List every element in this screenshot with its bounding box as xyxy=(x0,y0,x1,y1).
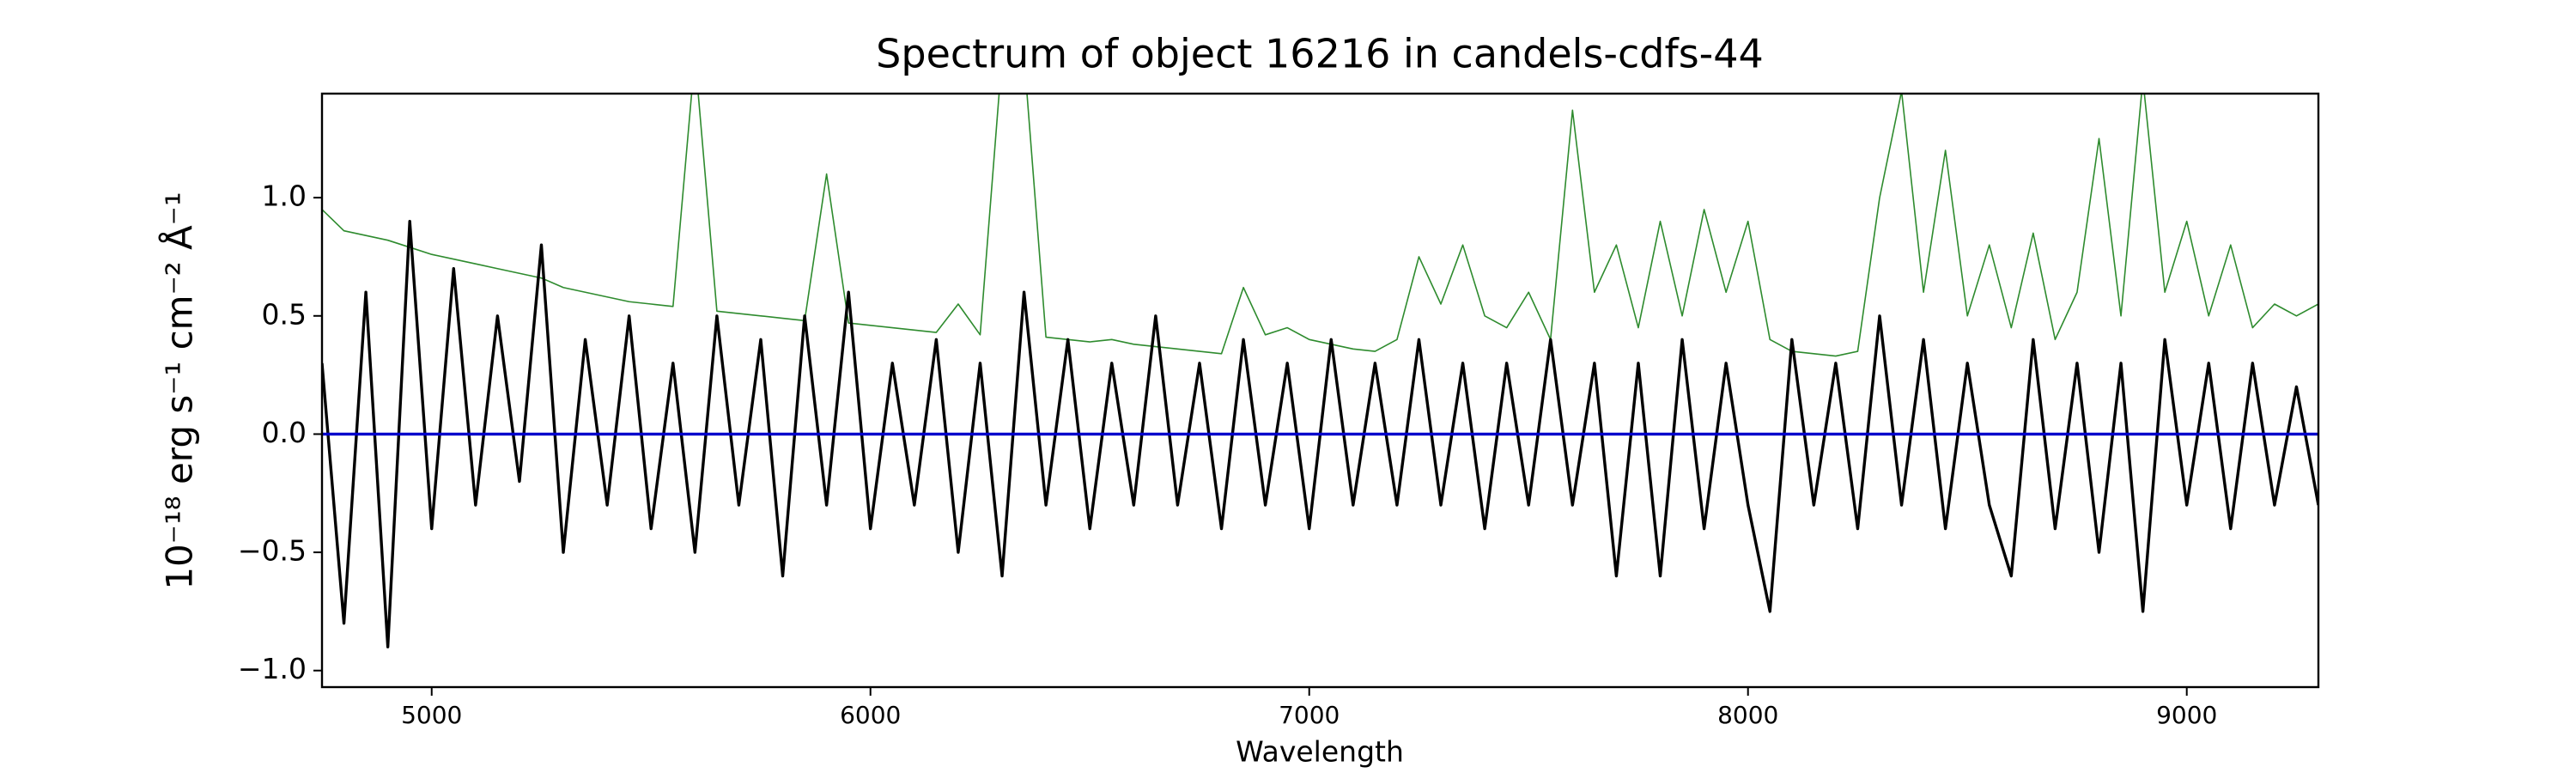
chart-title: Spectrum of object 16216 in candels-cdfs… xyxy=(876,31,1764,77)
x-axis-label: Wavelength xyxy=(1236,735,1404,769)
axes-frame xyxy=(320,92,2320,689)
spectrum-line xyxy=(322,94,2318,357)
x-tick-label: 7000 xyxy=(1279,701,1340,729)
y-tick-label: −1.0 xyxy=(238,652,307,685)
y-tick-label: 1.0 xyxy=(262,180,307,213)
x-tick-label: 5000 xyxy=(401,701,462,729)
y-tick-label: −0.5 xyxy=(238,534,307,568)
y-tick-label: 0.0 xyxy=(262,416,307,449)
x-tick-label: 9000 xyxy=(2156,701,2217,729)
x-tick-label: 8000 xyxy=(1717,701,1778,729)
y-tick-label: 0.5 xyxy=(262,297,307,331)
y-axis-label: 10⁻¹⁸ erg s⁻¹ cm⁻² Å⁻¹ xyxy=(158,192,201,589)
plot-area xyxy=(322,94,2318,648)
x-tick-label: 6000 xyxy=(840,701,901,729)
